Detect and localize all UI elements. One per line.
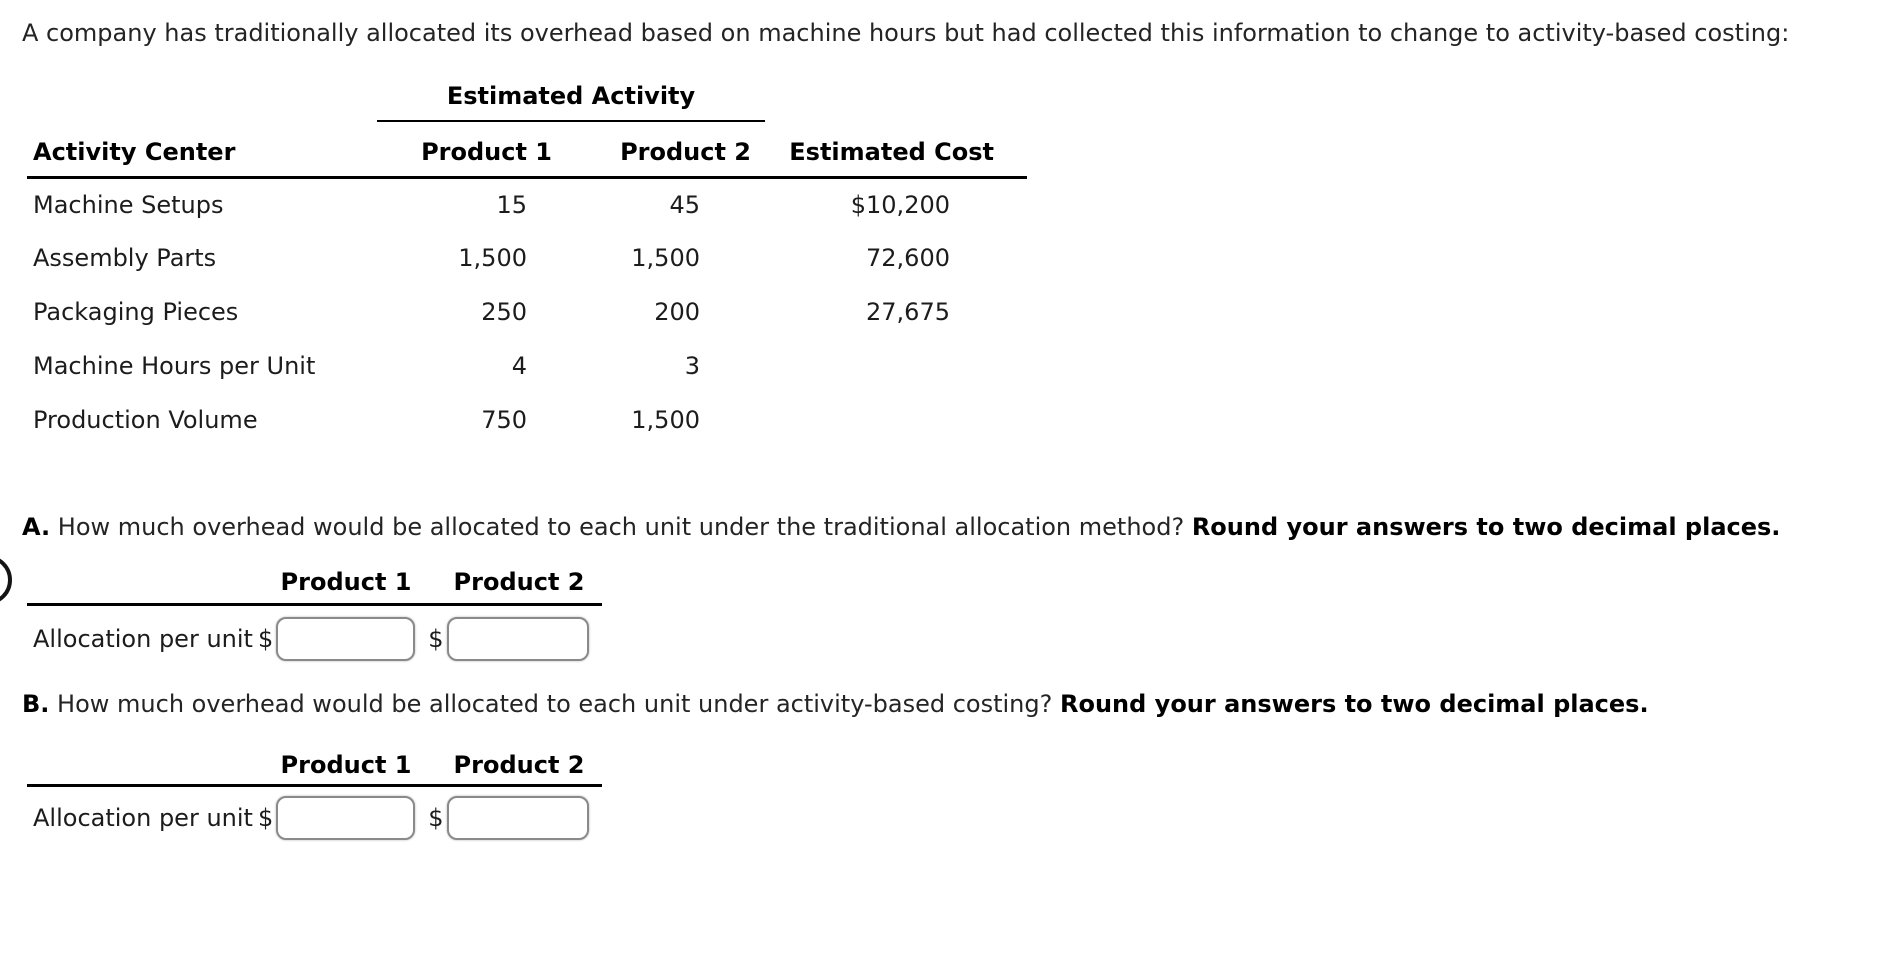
dollar-sign: $: [257, 625, 274, 653]
col-header-activity-center: Activity Center: [27, 129, 417, 179]
cell-estimated-cost: [760, 339, 1027, 393]
cell-product2: 1,500: [631, 244, 700, 272]
question-b-label: B.: [22, 690, 50, 718]
question-b-bold-note: Round your answers to two decimal places…: [1060, 690, 1649, 718]
table-row-machine-hours-per-unit: Machine Hours per Unit 4 3: [27, 339, 1027, 393]
dollar-sign: $: [428, 804, 444, 832]
table-header-row: Activity Center Product 1 Product 2 Esti…: [27, 129, 1027, 179]
question-a-text: A. How much overhead would be allocated …: [22, 512, 1780, 542]
cell-product2: 1,500: [631, 406, 700, 434]
qa-allocation-row: Allocation per unit $ $: [33, 617, 589, 661]
table-row-assembly-parts: Assembly Parts 1,500 1,500 72,600: [27, 231, 1027, 285]
cell-product2: 200: [654, 298, 700, 326]
dollar-sign: $: [428, 625, 444, 653]
table-row-production-volume: Production Volume 750 1,500: [27, 393, 1027, 447]
row-label: Machine Hours per Unit: [33, 352, 316, 380]
question-a-body: How much overhead would be allocated to …: [50, 513, 1192, 541]
question-a-label: A.: [22, 513, 51, 541]
dollar-sign: $: [257, 804, 274, 832]
qa-product2-input[interactable]: [446, 617, 589, 661]
question-a-bold-note: Round your answers to two decimal places…: [1191, 513, 1781, 541]
col-header-product1: Product 1: [417, 129, 552, 179]
qa-product2-header: Product 2: [453, 568, 585, 596]
partial-circle-icon: [0, 555, 12, 605]
cell-product1: 15: [496, 190, 527, 219]
question-b-body: How much overhead would be allocated to …: [49, 690, 1060, 718]
table-row-machine-setups: Machine Setups 15 45 $10,200: [27, 177, 1027, 231]
table-row-packaging-pieces: Packaging Pieces 250 200 27,675: [27, 285, 1027, 339]
estimated-activity-table: Activity Center Product 1 Product 2 Esti…: [27, 129, 1027, 447]
qb-allocation-row: Allocation per unit $ $: [33, 796, 589, 840]
qb-row-label: Allocation per unit: [33, 804, 253, 832]
qb-product2-header: Product 2: [453, 751, 585, 779]
cell-product2: 3: [684, 352, 700, 380]
cell-product2: 45: [669, 190, 700, 219]
qb-product1-input[interactable]: [276, 796, 416, 840]
cell-product1: 1,500: [458, 244, 527, 272]
intro-text: A company has traditionally allocated it…: [22, 19, 1790, 47]
cell-estimated-cost: 72,600: [866, 244, 950, 272]
cell-estimated-cost: 27,675: [866, 298, 950, 326]
estimated-activity-spanner: Estimated Activity: [377, 83, 765, 122]
row-label: Packaging Pieces: [33, 298, 239, 326]
cell-estimated-cost: [760, 393, 1027, 447]
qa-row-label: Allocation per unit: [33, 625, 253, 653]
qb-header-rule: [27, 784, 602, 787]
qa-header-rule: [27, 603, 602, 606]
cell-product1: 4: [511, 352, 527, 380]
row-label: Machine Setups: [33, 190, 224, 219]
row-label: Assembly Parts: [33, 244, 217, 272]
cell-product1: 750: [481, 406, 527, 434]
question-b-text: B. How much overhead would be allocated …: [22, 689, 1649, 719]
col-header-product2: Product 2: [552, 129, 760, 179]
row-label: Production Volume: [33, 406, 258, 434]
cell-product1: 250: [481, 298, 527, 326]
col-header-estimated-cost: Estimated Cost: [760, 129, 1027, 179]
qb-product1-header: Product 1: [280, 751, 412, 779]
qa-product1-input[interactable]: [276, 617, 416, 661]
qa-product1-header: Product 1: [280, 568, 412, 596]
qb-product2-input[interactable]: [446, 796, 589, 840]
cell-estimated-cost: $10,200: [850, 190, 950, 219]
